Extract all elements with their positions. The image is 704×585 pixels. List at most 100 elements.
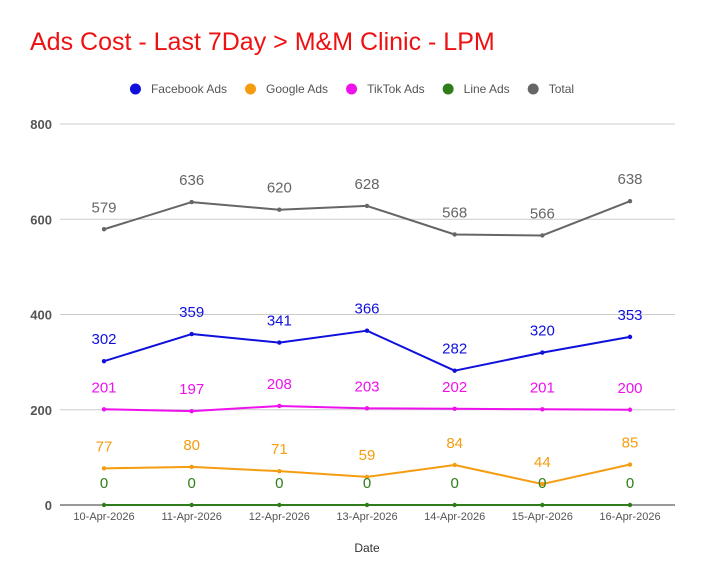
legend-marker <box>442 83 454 95</box>
data-point <box>627 462 633 467</box>
data-label: 71 <box>271 441 288 458</box>
data-label: 203 <box>354 378 379 395</box>
data-point <box>101 466 107 471</box>
data-label: 638 <box>617 171 642 188</box>
data-label: 0 <box>187 475 195 492</box>
legend-item: Line Ads <box>442 82 510 96</box>
data-point <box>364 474 370 480</box>
y-tick-label: 400 <box>30 308 52 323</box>
y-tick-label: 200 <box>30 403 52 418</box>
y-tick-label: 600 <box>30 212 52 227</box>
legend-marker <box>129 83 141 95</box>
data-point <box>452 368 457 373</box>
chart-title: Ads Cost - Last 7Day > M&M Clinic - LPM <box>30 28 495 56</box>
data-point <box>277 468 282 474</box>
legend-label: TikTok Ads <box>367 82 425 96</box>
data-label: 353 <box>617 307 642 324</box>
legend-item: Facebook Ads <box>129 82 227 96</box>
legend-label: Total <box>549 82 574 96</box>
data-label: 359 <box>179 304 204 321</box>
data-point <box>452 406 457 411</box>
data-label: 341 <box>267 313 292 330</box>
data-point <box>364 502 370 508</box>
data-label: 201 <box>91 379 116 396</box>
data-label: 0 <box>275 475 283 492</box>
data-point <box>189 408 194 414</box>
data-label: 201 <box>530 379 555 396</box>
data-point <box>364 203 370 209</box>
data-point <box>364 328 370 333</box>
data-point <box>540 502 545 508</box>
data-label: 566 <box>530 205 555 222</box>
legend-marker <box>346 83 358 95</box>
data-label: 77 <box>96 438 113 455</box>
data-point <box>101 407 107 412</box>
data-label: 0 <box>538 475 546 492</box>
legend-item: TikTok Ads <box>346 82 425 96</box>
legend-marker <box>245 83 257 95</box>
legend-label: Google Ads <box>266 82 328 96</box>
data-label: 628 <box>354 176 379 193</box>
data-label: 0 <box>363 475 371 492</box>
data-label: 282 <box>442 341 467 358</box>
legend-label: Facebook Ads <box>151 82 227 96</box>
data-label: 366 <box>354 301 379 318</box>
data-point <box>189 502 194 508</box>
data-label: 568 <box>442 204 467 221</box>
data-point <box>101 358 107 364</box>
legend-marker <box>527 83 539 95</box>
data-label: 80 <box>183 437 200 454</box>
x-tick-label: 13-Apr-2026 <box>336 511 397 523</box>
data-label: 85 <box>622 435 639 452</box>
x-tick-label: 15-Apr-2026 <box>512 511 573 523</box>
legend-item: Google Ads <box>245 82 328 96</box>
data-point <box>627 198 633 204</box>
data-label: 0 <box>626 475 634 492</box>
data-point <box>277 207 282 212</box>
data-point <box>452 232 457 237</box>
data-label: 197 <box>179 381 204 398</box>
data-label: 579 <box>91 199 116 216</box>
x-tick-label: 12-Apr-2026 <box>249 511 310 523</box>
grid-lines <box>60 123 675 411</box>
legend-item: Total <box>527 82 574 96</box>
x-axis-title: Date <box>354 541 380 555</box>
x-tick-label: 11-Apr-2026 <box>161 511 221 523</box>
data-point <box>101 502 107 508</box>
data-label: 636 <box>179 172 204 189</box>
data-label: 202 <box>442 379 467 396</box>
data-point <box>452 462 457 468</box>
x-tick-label: 16-Apr-2026 <box>599 511 660 523</box>
data-labels: 302 359 341 366 282 320 353 77 80 71 59 84 44 85 201 19… <box>91 171 642 492</box>
data-point <box>189 331 194 337</box>
data-point <box>627 407 633 412</box>
data-point <box>189 464 194 470</box>
series <box>101 198 633 508</box>
data-point <box>540 233 545 238</box>
data-point <box>189 199 194 205</box>
data-point <box>277 340 282 345</box>
data-label: 44 <box>534 454 551 471</box>
data-point <box>364 406 370 411</box>
legend: Facebook Ads Google Ads TikTok Ads Line Ads… <box>129 82 574 96</box>
data-label: 0 <box>100 475 108 492</box>
data-point <box>627 502 633 508</box>
data-point <box>277 502 282 508</box>
legend-label: Line Ads <box>464 82 510 96</box>
data-point <box>540 350 545 355</box>
data-label: 320 <box>530 323 555 340</box>
data-label: 0 <box>450 475 458 492</box>
data-label: 84 <box>446 435 463 452</box>
y-tick-label: 800 <box>30 117 52 132</box>
x-tick-label: 14-Apr-2026 <box>424 511 485 523</box>
data-point <box>540 407 545 412</box>
data-point <box>540 481 545 487</box>
data-point <box>101 227 107 232</box>
data-label: 302 <box>91 331 116 348</box>
data-label: 620 <box>267 180 292 197</box>
data-point <box>277 403 282 409</box>
data-point <box>627 334 633 340</box>
